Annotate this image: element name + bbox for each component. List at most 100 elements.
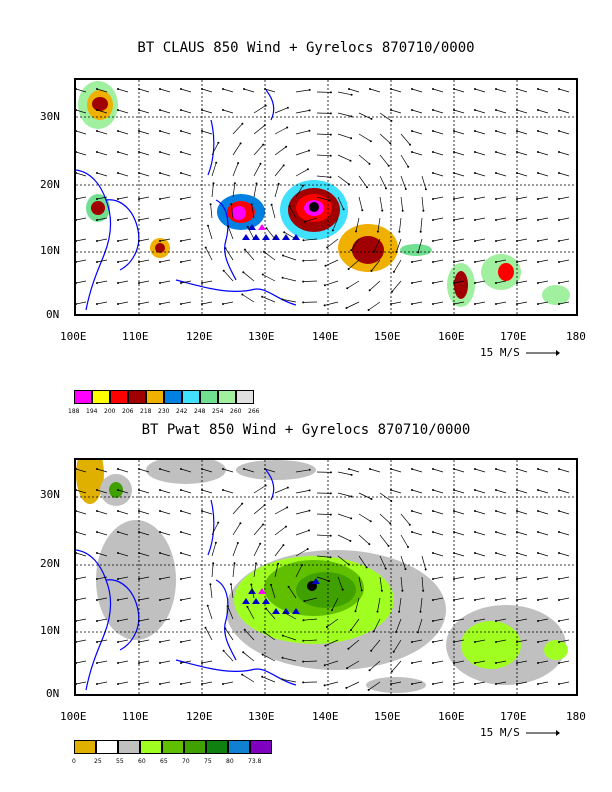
wind-arrow-head [180, 240, 182, 242]
wind-arrow-head [286, 506, 289, 509]
wind-vectors [76, 88, 570, 311]
wind-arrow [76, 151, 87, 156]
wind-arrow [558, 280, 570, 284]
wind-arrow [432, 301, 444, 305]
wind-arrow [474, 576, 486, 580]
wind-arrow-head [323, 664, 326, 667]
wind-arrow [117, 238, 129, 242]
claus-legend [74, 390, 254, 404]
wind-arrow-head [432, 683, 434, 685]
wind-arrow [400, 555, 406, 570]
wind-arrow [537, 217, 549, 221]
wind-arrow-head [387, 544, 390, 547]
wind-arrow-head [411, 683, 413, 685]
wind-arrow [117, 639, 129, 643]
wind-arrow [474, 172, 486, 177]
wind-arrow-head [255, 562, 257, 565]
wind-arrow-head [411, 531, 413, 533]
wind-arrow-head [159, 130, 161, 132]
wind-arrow-head [201, 303, 203, 305]
wind-arrow-head [495, 219, 497, 221]
wind-arrow-head [76, 620, 77, 622]
wind-arrow [421, 555, 427, 570]
wind-arrow [117, 88, 129, 93]
wind-arrow [282, 277, 297, 282]
wind-arrow-head [474, 282, 476, 284]
wind-arrow [537, 238, 549, 242]
wind-arrow-head [255, 182, 258, 185]
wind-arrow-head [516, 282, 518, 284]
wind-arrow-head [453, 662, 455, 664]
wind-arrow [303, 259, 318, 262]
wind-arrow [537, 576, 549, 580]
wind-arrow [207, 605, 213, 620]
wind-arrow [96, 88, 108, 93]
wind-arrow [495, 196, 507, 200]
wind-arrow [346, 301, 360, 309]
wind-arrow-head [159, 88, 161, 90]
wind-arrow-head [368, 162, 371, 165]
wind-arrow [117, 660, 129, 664]
lat-label: 20N [40, 178, 60, 191]
wind-arrow [474, 151, 486, 156]
wind-arrow-head [516, 109, 518, 111]
wind-arrow-head [331, 609, 333, 612]
wind-arrow [274, 526, 287, 536]
lon-label: 150E [374, 710, 401, 723]
wind-arrow [96, 196, 108, 200]
wind-arrow-head [389, 522, 392, 525]
wind-arrow-head [117, 620, 119, 622]
wind-arrow-head [242, 651, 245, 654]
wind-arrow-head [432, 468, 434, 470]
wind-arrow [138, 88, 150, 93]
wind-arrow [76, 639, 87, 643]
wind-arrow [453, 639, 465, 643]
wind-arrow [96, 489, 108, 494]
wind-arrow [159, 576, 171, 580]
wind-arrow-head [76, 130, 77, 132]
wind-arrow [420, 597, 423, 612]
wind-arrow-head [432, 172, 434, 174]
wind-arrow [138, 597, 150, 601]
wind-arrow-head [404, 188, 407, 190]
wind-arrow [243, 468, 255, 473]
panel1-title: BT CLAUS 850 Wind + Gyrelocs 870710/0000 [137, 40, 475, 56]
wind-arrow-head [349, 629, 352, 632]
wind-arrow [96, 172, 108, 177]
wind-arrow [242, 674, 255, 683]
wind-arrow-head [302, 184, 304, 187]
legend-swatch [250, 740, 272, 754]
lat-label: 0N [46, 308, 60, 321]
lat-label: 10N [40, 244, 60, 257]
wind-arrow [474, 280, 486, 284]
wind-arrow-head [370, 498, 373, 500]
wind-arrow [558, 552, 570, 557]
wind-arrow [138, 639, 150, 643]
wind-arrow [368, 681, 381, 691]
wind-arrow [350, 618, 360, 631]
wind-arrow [76, 301, 87, 305]
wind-arrow [211, 162, 217, 177]
wind-arrow-head [495, 261, 497, 263]
wind-arrow [558, 681, 570, 685]
wind-arrow-head [96, 130, 98, 132]
wind-arrow [303, 618, 318, 621]
wind-arrow [350, 238, 360, 251]
wind-scale-label: 15 M/S [480, 346, 561, 359]
lon-label: 130E [248, 710, 275, 723]
wind-arrow-head [474, 552, 476, 554]
wind-arrow-head [474, 303, 476, 305]
wind-arrow-head [287, 585, 290, 588]
wind-arrow-head [432, 599, 434, 601]
wind-arrow [201, 88, 213, 93]
wind-arrow [117, 301, 129, 305]
wind-arrow [453, 489, 465, 494]
wind-arrow-head [516, 620, 518, 622]
wind-arrow [262, 676, 276, 683]
wind-arrow-head [372, 630, 375, 633]
wind-arrow-head [329, 133, 332, 136]
wind-arrow-head [369, 88, 371, 90]
wind-arrow-head [138, 531, 140, 533]
wind-arrow-head [201, 662, 203, 664]
wind-arrow [337, 91, 352, 96]
